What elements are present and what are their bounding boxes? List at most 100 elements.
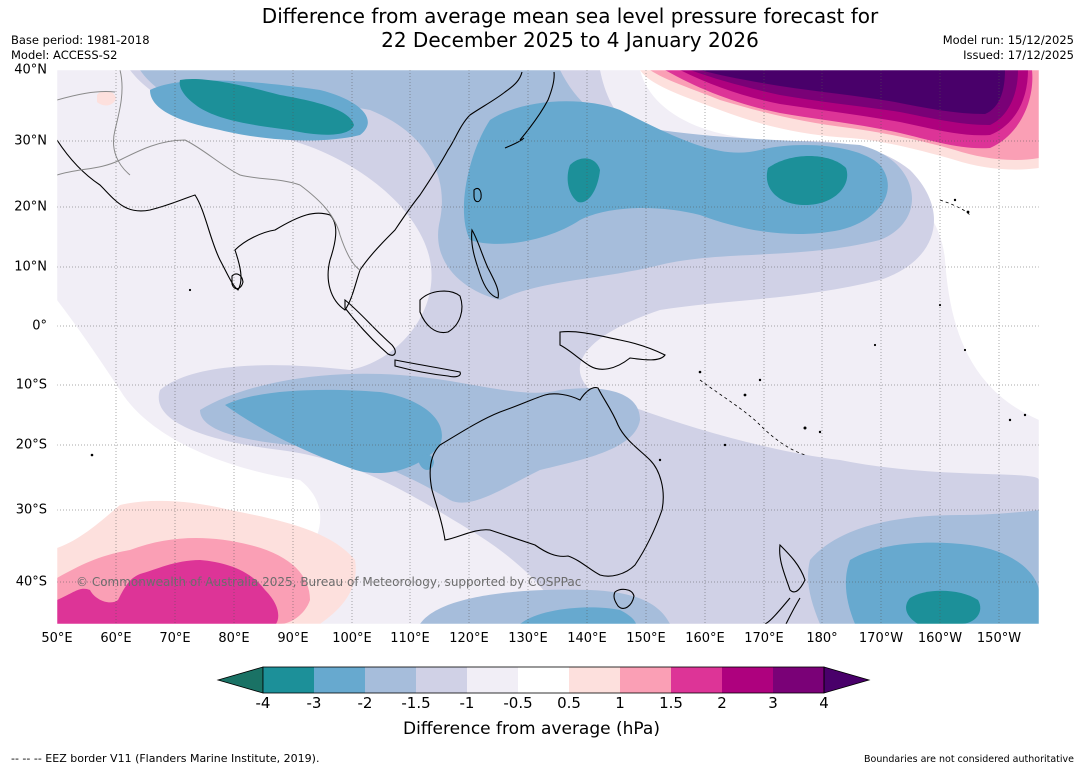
x-tick-label: 90°E <box>277 631 309 646</box>
island <box>803 426 807 430</box>
colorbar-tick-label: -3 <box>306 694 322 712</box>
graticule <box>57 70 1039 624</box>
y-tick-label: 40°S <box>15 574 47 590</box>
border-path-1 <box>57 139 301 186</box>
x-tick-label: 50°E <box>41 631 73 646</box>
colorbar-segment <box>365 667 416 693</box>
colorbar-tick-label: -2 <box>357 694 373 712</box>
pacific-islands <box>90 198 1027 462</box>
island <box>873 343 877 347</box>
tasmania-coast-path <box>613 588 635 609</box>
region-negative-2-pacific <box>463 101 888 244</box>
colorbar-tick-label: 2 <box>717 694 727 712</box>
country-borders <box>57 70 361 271</box>
philippines-coast-path <box>471 228 499 299</box>
region-weak-negative-north <box>57 70 200 240</box>
australia-coast-path <box>429 387 664 577</box>
x-tick-label: 80°E <box>218 631 250 646</box>
x-tick-label: 160°E <box>685 631 725 646</box>
sri-lanka-coast-path <box>231 273 244 290</box>
colorbar-label: Difference from average (hPa) <box>403 719 660 739</box>
colorbar-tick-label: 3 <box>768 694 778 712</box>
java-coast-path <box>394 359 461 378</box>
coastlines <box>57 71 806 624</box>
y-tick-label: 40°N <box>14 62 47 78</box>
colorbar-segment <box>569 667 620 693</box>
y-tick-label: 0° <box>32 318 47 334</box>
meta-right: Model run: 15/12/2025 Issued: 17/12/2025 <box>943 33 1074 63</box>
x-tick-label: 60°E <box>100 631 132 646</box>
sumatra-coast-path <box>344 298 396 356</box>
meta-left: Base period: 1981-2018 Model: ACCESS-S2 <box>11 33 150 63</box>
colorbar-segment <box>416 667 467 693</box>
colorbar-tick-label: -1.5 <box>401 694 431 712</box>
x-tick-label: 110°E <box>390 631 430 646</box>
colorbar-tick-label: -4 <box>255 694 271 712</box>
model-run: Model run: 15/12/2025 <box>942 33 1074 47</box>
x-tick-label: 130°E <box>508 631 548 646</box>
x-tick-label: 180° <box>806 631 838 646</box>
island <box>818 430 822 434</box>
island <box>188 288 192 292</box>
x-tick-label: 150°W <box>976 631 1022 646</box>
border-path-3 <box>299 184 361 271</box>
eez-borders <box>699 199 971 456</box>
colorbar-segment <box>467 667 518 693</box>
y-tick-label: 10°N <box>14 259 47 275</box>
x-tick-label: 70°E <box>159 631 191 646</box>
island <box>963 348 967 352</box>
taiwan-coast-path <box>473 187 482 203</box>
map-frame <box>56 69 1040 625</box>
colorbar-tick-label: 1 <box>615 694 625 712</box>
x-tick-label: 120°E <box>449 631 489 646</box>
colorbar-segment <box>671 667 722 693</box>
island <box>90 453 94 457</box>
island <box>1008 418 1012 422</box>
eez-path-2 <box>939 199 971 216</box>
colorbar-segment <box>773 667 824 693</box>
issued-date: Issued: 17/12/2025 <box>963 48 1074 62</box>
colorbar-segment <box>314 667 365 693</box>
chart-title: Difference from average mean sea level p… <box>0 4 1085 52</box>
x-tick-label: 100°E <box>332 631 372 646</box>
region-negative-2-indian <box>225 389 442 474</box>
x-tick-label: 140°E <box>567 631 607 646</box>
island <box>698 370 702 374</box>
colorbar-tick-label: 1.5 <box>659 694 683 712</box>
x-tick-label: 170°W <box>858 631 904 646</box>
colorbar-outline <box>262 666 825 694</box>
japan-coast-path <box>504 71 555 149</box>
region-negative-3-pacific <box>766 156 848 205</box>
model-name: Model: ACCESS-S2 <box>11 48 118 62</box>
island <box>953 198 957 202</box>
title-line-1: Difference from average mean sea level p… <box>261 4 879 28</box>
eez-footnote: -- -- -- EEZ border V11 (Flanders Marine… <box>11 752 320 765</box>
region-positive-0-5-north <box>97 90 116 106</box>
base-period: Base period: 1981-2018 <box>11 33 150 47</box>
y-tick-label: 30°S <box>15 502 47 518</box>
y-tick-label: 10°S <box>15 377 47 393</box>
region-negative-3-philippine-sea <box>567 158 600 203</box>
region-negative-3-southeast <box>906 590 981 624</box>
asia-coast-path <box>57 71 523 311</box>
title-line-2: 22 December 2025 to 4 January 2026 <box>381 28 759 52</box>
island <box>966 210 970 214</box>
borneo-coast-path <box>419 290 463 334</box>
colorbar-segment <box>620 667 671 693</box>
island <box>743 393 747 397</box>
region-negative-2-east <box>845 542 1039 624</box>
eez-path-1 <box>699 379 806 456</box>
boundaries-footnote: Boundaries are not considered authoritat… <box>864 754 1074 765</box>
colorbar-tick-label: 4 <box>819 694 829 712</box>
x-tick-label: 160°W <box>917 631 963 646</box>
region-positive-4-npac <box>700 70 1005 114</box>
island <box>723 443 727 447</box>
x-tick-label: 150°E <box>626 631 666 646</box>
colorbar-extend-high <box>823 666 871 694</box>
x-tick-label: 170°E <box>744 631 784 646</box>
new-zealand-coast-path <box>764 543 806 624</box>
colorbar-tick-label: 0.5 <box>557 694 581 712</box>
island <box>1023 413 1027 417</box>
